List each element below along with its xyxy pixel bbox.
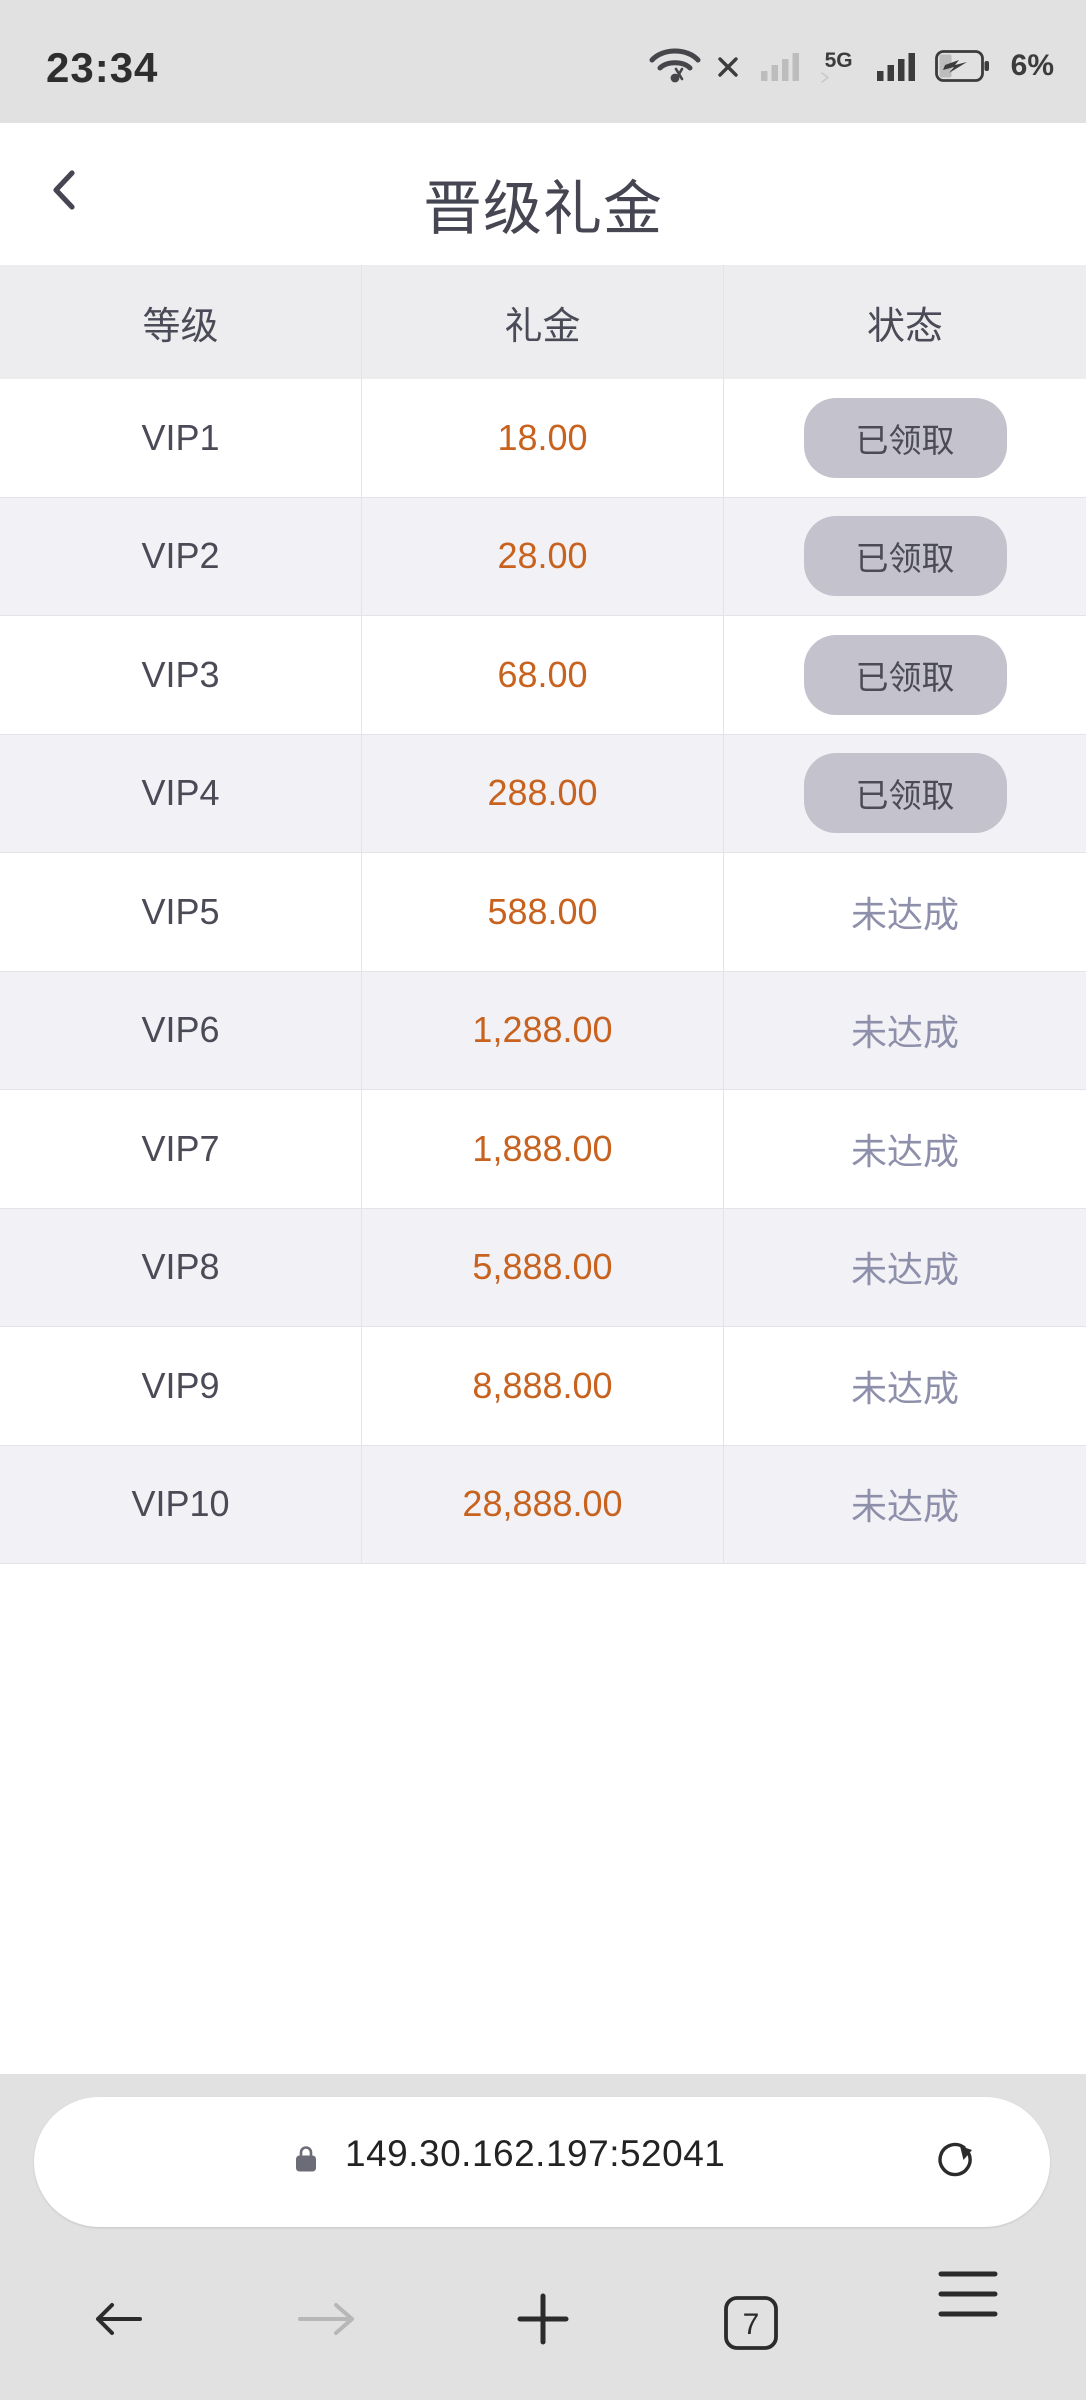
svg-text:7: 7: [743, 2308, 760, 2341]
